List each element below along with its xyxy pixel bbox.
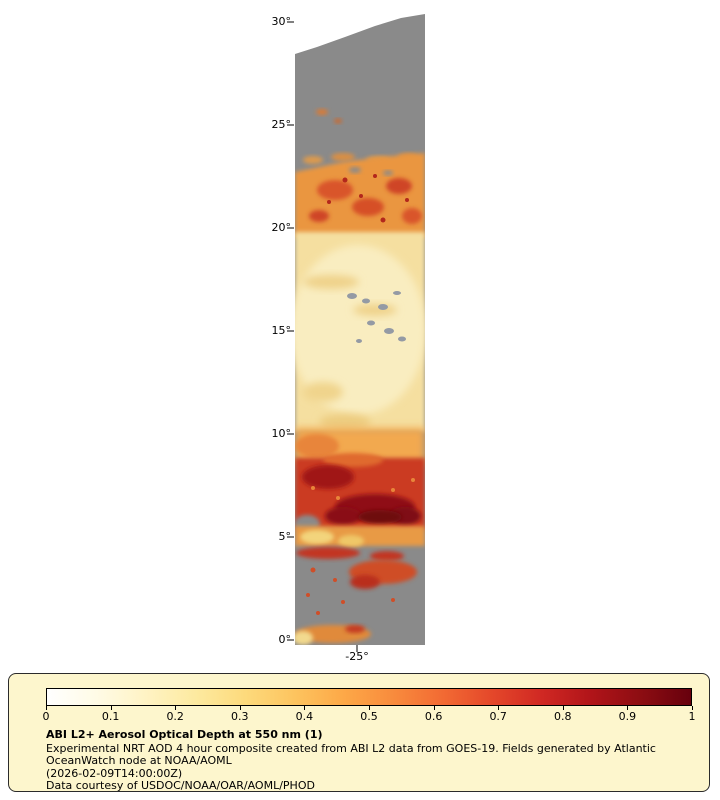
aod-map-raster [287,14,425,652]
colorbar-tick-label: 0.8 [554,710,572,723]
colorbar-tick-label: 0.3 [231,710,249,723]
legend-text-block: ABI L2+ Aerosol Optical Depth at 550 nm … [46,728,709,793]
colorbar-tick-label: 0.9 [618,710,637,723]
colorbar [46,688,692,706]
legend-timestamp: (2026-02-09T14:00:00Z) [46,766,183,780]
legend-panel: 0 0.1 0.2 0.3 0.4 0.5 0.6 0.7 0.8 0.9 1 … [8,673,710,792]
colorbar-tick-label: 0.1 [101,710,120,723]
colorbar-wrap: 0 0.1 0.2 0.3 0.4 0.5 0.6 0.7 0.8 0.9 1 [42,688,696,723]
legend-description-line: Experimental NRT AOD 4 hour composite cr… [46,741,656,755]
colorbar-tick-label: 0.4 [295,710,314,723]
legend-credit: Data courtesy of USDOC/NOAA/OAR/AOML/PHO… [46,779,315,792]
legend-title: ABI L2+ Aerosol Optical Depth at 550 nm … [46,728,323,741]
colorbar-tick-label: 1 [688,710,696,723]
colorbar-tick-label: 0 [42,710,50,723]
aod-map-panel: 30° 25° 20° 15° 10° 5° 0° -25° [271,14,425,663]
y-axis-tick-label: 5° [278,530,292,543]
y-axis-tick-label: 25° [271,118,292,131]
axis-tick-marks [287,21,358,652]
colorbar-tick-label: 0.2 [166,710,184,723]
colorbar-tick-label: 0.6 [424,710,443,723]
colorbar-tick-label: 0.5 [360,710,378,723]
y-axis-tick-label: 30° [271,15,292,28]
colorbar-tick-labels: 0 0.1 0.2 0.3 0.4 0.5 0.6 0.7 0.8 0.9 1 [42,710,696,723]
y-axis-tick-label: 0° [278,633,292,646]
colorbar-tick-marks [46,706,693,710]
x-axis-tick-label: -25° [345,650,369,663]
y-axis-tick-label: 20° [271,221,292,234]
cloud-gaps [347,291,406,343]
y-axis-tick-label: 15° [271,324,292,337]
legend-description-line: OceanWatch node at NOAA/AOML [46,754,232,767]
y-axis-tick-label: 10° [271,427,292,440]
colorbar-tick-label: 0.7 [489,710,507,723]
